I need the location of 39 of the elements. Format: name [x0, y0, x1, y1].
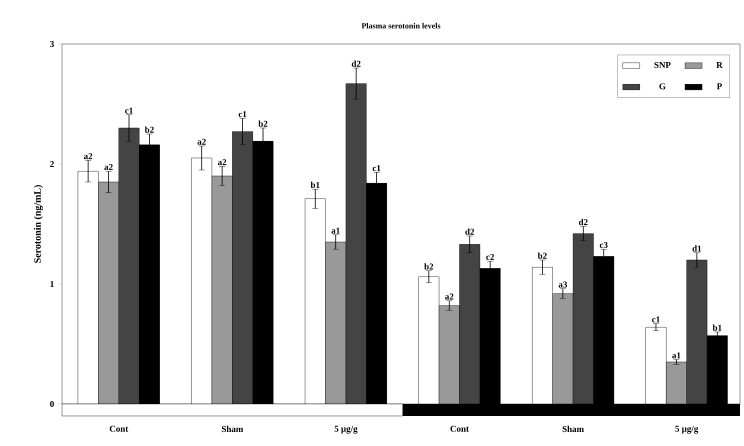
data-label: b2 [424, 263, 434, 270]
data-label: c2 [486, 254, 494, 260]
data-label: b2 [144, 126, 154, 133]
data-label: b1 [310, 182, 320, 188]
data-label: c1 [652, 316, 660, 322]
data-label: c1 [238, 111, 246, 118]
legend-label: R [716, 62, 723, 68]
legend-label: SNP [654, 62, 671, 68]
data-label: b2 [538, 252, 547, 259]
data-label: b2 [258, 120, 268, 127]
x-tick-label: 5 µg/g [675, 426, 698, 434]
data-label: a1 [672, 352, 680, 358]
x-tick-label: Cont [110, 426, 128, 432]
x-tick-label: Sham [562, 426, 584, 432]
y-tick-label: 3 [50, 40, 54, 48]
data-label: c3 [600, 242, 608, 248]
x-tick-label: 5 µg/g [334, 426, 358, 434]
legend-label: P [716, 83, 722, 90]
data-label: a2 [218, 159, 226, 166]
data-label: a2 [445, 294, 454, 300]
data-label: a1 [332, 228, 340, 234]
x-tick-label: Cont [450, 426, 469, 432]
data-label: c1 [125, 108, 133, 114]
data-label: d2 [465, 228, 474, 235]
y-tick-label: 2 [50, 161, 54, 167]
data-label: a2 [197, 138, 206, 145]
data-label: d1 [692, 245, 702, 252]
x-tick-label: Sham [222, 426, 244, 432]
y-tick-label: 1 [50, 281, 54, 287]
data-label: d2 [578, 218, 588, 226]
y-axis-title: Serotonin (ng/mL) [34, 185, 43, 263]
data-label: b1 [712, 324, 722, 331]
data-label: a2 [84, 153, 92, 160]
y-tick-label: 0 [50, 400, 54, 408]
data-label: a3 [558, 282, 568, 288]
data-label: d2 [352, 60, 360, 67]
data-label: a2 [104, 164, 113, 170]
legend-label: G [659, 83, 666, 90]
data-label: c1 [372, 165, 380, 172]
